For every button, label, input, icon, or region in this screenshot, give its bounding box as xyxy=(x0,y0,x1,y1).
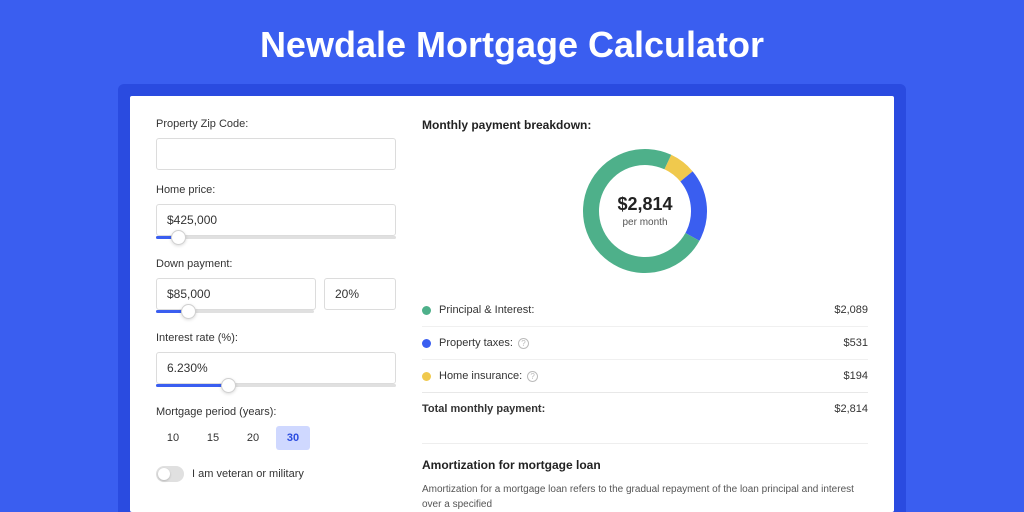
legend-row-0: Principal & Interest: $2,089 xyxy=(422,294,868,326)
info-icon[interactable]: ? xyxy=(518,338,529,349)
total-label: Total monthly payment: xyxy=(422,403,545,415)
field-home-price: Home price: xyxy=(156,184,396,244)
home-price-label: Home price: xyxy=(156,184,396,196)
slider-thumb[interactable] xyxy=(171,230,186,245)
legend-dot xyxy=(422,306,431,315)
calculator-card: Property Zip Code: Home price: Down paym… xyxy=(130,96,894,512)
period-option-30[interactable]: 30 xyxy=(276,426,310,450)
field-zip: Property Zip Code: xyxy=(156,118,396,170)
amortization-section: Amortization for mortgage loan Amortizat… xyxy=(422,443,868,512)
legend-total: Total monthly payment: $2,814 xyxy=(422,392,868,425)
zip-input[interactable] xyxy=(156,138,396,170)
legend-row-1: Property taxes:? $531 xyxy=(422,326,868,359)
zip-label: Property Zip Code: xyxy=(156,118,396,130)
donut-sub: per month xyxy=(622,217,667,228)
legend-label: Property taxes:? xyxy=(439,337,529,349)
field-period: Mortgage period (years): 10152030 xyxy=(156,406,396,450)
veteran-toggle-row: I am veteran or military xyxy=(156,466,396,482)
period-label: Mortgage period (years): xyxy=(156,406,396,418)
legend-label: Principal & Interest: xyxy=(439,304,534,316)
period-option-15[interactable]: 15 xyxy=(196,426,230,450)
legend-dot xyxy=(422,372,431,381)
home-price-slider[interactable] xyxy=(156,236,396,244)
slider-thumb[interactable] xyxy=(221,378,236,393)
slider-thumb[interactable] xyxy=(181,304,196,319)
legend-amount: $194 xyxy=(844,370,868,382)
breakdown-title: Monthly payment breakdown: xyxy=(422,118,868,132)
legend-label: Home insurance:? xyxy=(439,370,538,382)
amortization-text: Amortization for a mortgage loan refers … xyxy=(422,482,868,512)
form-column: Property Zip Code: Home price: Down paym… xyxy=(156,118,396,512)
down-payment-pct-input[interactable] xyxy=(324,278,396,310)
legend: Principal & Interest: $2,089 Property taxe… xyxy=(422,294,868,392)
field-down-payment: Down payment: xyxy=(156,258,396,318)
info-icon[interactable]: ? xyxy=(527,371,538,382)
veteran-label: I am veteran or military xyxy=(192,468,304,480)
interest-input[interactable] xyxy=(156,352,396,384)
down-payment-input[interactable] xyxy=(156,278,316,310)
home-price-input[interactable] xyxy=(156,204,396,236)
legend-row-2: Home insurance:? $194 xyxy=(422,359,868,392)
veteran-toggle[interactable] xyxy=(156,466,184,482)
donut-chart-wrap: $2,814 per month xyxy=(422,148,868,274)
field-interest: Interest rate (%): xyxy=(156,332,396,392)
legend-amount: $531 xyxy=(844,337,868,349)
amortization-title: Amortization for mortgage loan xyxy=(422,458,868,472)
donut-amount: $2,814 xyxy=(617,194,672,215)
period-option-20[interactable]: 20 xyxy=(236,426,270,450)
total-amount: $2,814 xyxy=(834,403,868,415)
calculator-outer: Property Zip Code: Home price: Down paym… xyxy=(118,84,906,512)
down-payment-label: Down payment: xyxy=(156,258,396,270)
legend-amount: $2,089 xyxy=(834,304,868,316)
interest-slider[interactable] xyxy=(156,384,396,392)
interest-label: Interest rate (%): xyxy=(156,332,396,344)
down-payment-slider[interactable] xyxy=(156,310,314,318)
period-options: 10152030 xyxy=(156,426,396,450)
period-option-10[interactable]: 10 xyxy=(156,426,190,450)
legend-dot xyxy=(422,339,431,348)
donut-chart: $2,814 per month xyxy=(582,148,708,274)
breakdown-column: Monthly payment breakdown: $2,814 per mo… xyxy=(422,118,868,512)
page-title: Newdale Mortgage Calculator xyxy=(0,0,1024,84)
